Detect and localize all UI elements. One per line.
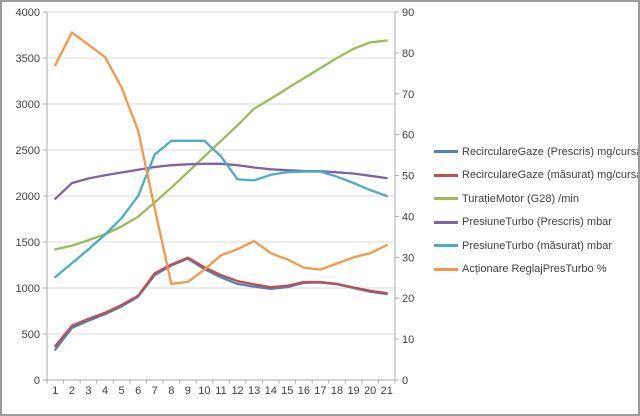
left-axis-label: 3000	[16, 99, 40, 111]
x-axis-label: 6	[135, 385, 141, 397]
x-axis-label: 2	[69, 385, 75, 397]
legend-label: PresiuneTurbo (măsurat) mbar	[462, 239, 612, 252]
legend-label: TurațieMotor (G28) /min	[462, 192, 579, 205]
right-axis-label: 20	[402, 293, 414, 305]
legend-entry[interactable]: RecirculareGaze (măsurat) mg/cursa	[434, 164, 640, 188]
series-line-1	[54, 257, 388, 351]
left-axis-label: 2500	[16, 145, 40, 157]
legend-line-sample	[434, 267, 458, 271]
series-line-5	[54, 139, 388, 279]
chart-legend: RecirculareGaze (Prescris) mg/cursa Recir…	[434, 140, 640, 282]
legend-line-sample	[434, 197, 458, 201]
left-axis-label: 3500	[16, 53, 40, 65]
left-axis-label: 1000	[16, 283, 40, 295]
right-axis-label: 90	[402, 7, 414, 19]
right-axis-label: 40	[402, 211, 414, 223]
x-axis-label: 18	[331, 385, 343, 397]
series-line-3	[54, 39, 388, 251]
x-axis-label: 19	[347, 385, 359, 397]
legend-entry[interactable]: RecirculareGaze (Prescris) mg/cursa	[434, 140, 640, 164]
series-line-2	[54, 256, 388, 348]
x-axis-label: 21	[381, 385, 393, 397]
x-axis-label: 9	[185, 385, 191, 397]
left-axis-label: 1500	[16, 237, 40, 249]
x-axis-label: 17	[314, 385, 326, 397]
left-axis-label: 0	[34, 375, 40, 387]
legend-entry[interactable]: PresiuneTurbo (măsurat) mbar	[434, 234, 638, 258]
x-axis-label: 8	[168, 385, 174, 397]
x-axis-label: 11	[215, 385, 226, 397]
series-line-4	[54, 162, 388, 200]
x-axis-label: 14	[265, 385, 277, 397]
right-axis-label: 0	[402, 375, 408, 387]
left-axis-label: 4000	[16, 7, 40, 19]
legend-label: Acționare ReglajPresTurbo %	[462, 263, 607, 276]
x-axis-label: 7	[152, 385, 158, 397]
legend-label: RecirculareGaze (măsurat) mg/cursa	[462, 169, 640, 182]
legend-label: RecirculareGaze (Prescris) mg/cursa	[462, 145, 640, 158]
left-axis-label: 500	[22, 329, 40, 341]
legend-entry[interactable]: TurațieMotor (G28) /min	[434, 187, 638, 211]
legend-line-sample	[434, 150, 458, 154]
right-axis-label: 30	[402, 252, 414, 264]
right-axis-label: 10	[402, 334, 414, 346]
right-axis-label: 60	[402, 130, 414, 142]
legend-entry[interactable]: PresiuneTurbo (Prescris) mbar	[434, 211, 638, 235]
x-axis-label: 5	[119, 385, 125, 397]
x-axis-label: 16	[298, 385, 310, 397]
x-axis-label: 10	[198, 385, 210, 397]
right-axis-label: 70	[402, 89, 414, 101]
right-axis-label: 80	[402, 48, 414, 60]
x-axis-label: 1	[52, 385, 58, 397]
legend-line-sample	[434, 173, 458, 177]
legend-line-sample	[434, 220, 458, 224]
legend-entry[interactable]: Acționare ReglajPresTurbo %	[434, 258, 638, 282]
x-axis-label: 12	[231, 385, 243, 397]
x-axis-label: 3	[85, 385, 91, 397]
x-axis-label: 15	[281, 385, 293, 397]
x-axis-label: 20	[364, 385, 376, 397]
x-axis-label: 4	[102, 385, 108, 397]
legend-line-sample	[434, 244, 458, 248]
legend-label: PresiuneTurbo (Prescris) mbar	[462, 216, 612, 229]
series-line-6	[54, 31, 388, 286]
x-axis-label: 13	[248, 385, 260, 397]
left-axis-label: 2000	[16, 191, 40, 203]
right-axis-label: 50	[402, 171, 414, 183]
